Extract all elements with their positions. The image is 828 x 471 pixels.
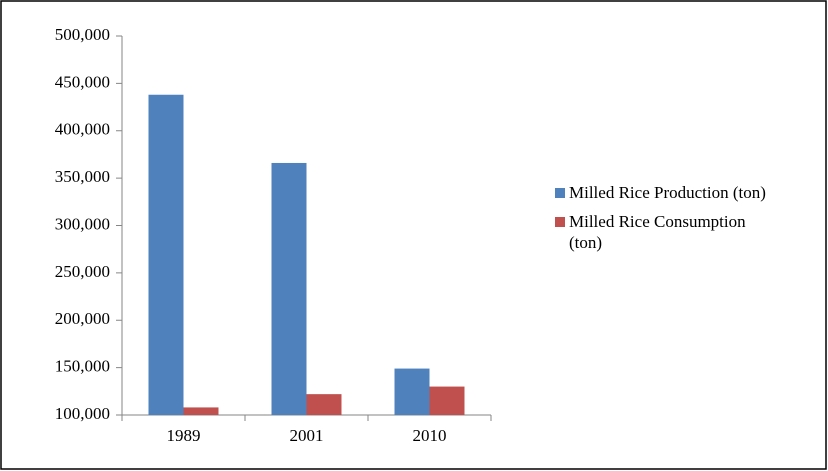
bar — [429, 386, 465, 415]
y-tick-label: 450,000 — [55, 72, 110, 91]
legend-swatch — [555, 188, 565, 198]
legend-label: Milled Rice Production (ton) — [569, 183, 766, 202]
legend-swatch — [555, 217, 565, 227]
legend: Milled Rice Production (ton) Milled Rice … — [555, 182, 795, 261]
legend-entry: Milled Rice Production (ton) — [555, 182, 795, 203]
y-tick-label: 100,000 — [55, 404, 110, 423]
y-tick-label: 350,000 — [55, 167, 110, 186]
y-tick-label: 400,000 — [55, 120, 110, 139]
bar — [271, 162, 307, 415]
y-tick-label: 300,000 — [55, 214, 110, 233]
legend-label: Milled Rice Consumption (ton) — [569, 212, 746, 252]
x-tick-label: 2010 — [413, 426, 447, 445]
y-tick-label: 150,000 — [55, 357, 110, 376]
x-tick-label: 2001 — [290, 426, 324, 445]
bar — [183, 407, 219, 415]
y-tick-label: 500,000 — [55, 25, 110, 44]
bar — [306, 394, 342, 415]
bar — [394, 368, 430, 415]
y-tick-label: 250,000 — [55, 262, 110, 281]
y-tick-label: 200,000 — [55, 309, 110, 328]
x-tick-label: 1989 — [167, 426, 201, 445]
bar — [148, 94, 184, 416]
legend-entry: Milled Rice Consumption (ton) — [555, 211, 795, 253]
